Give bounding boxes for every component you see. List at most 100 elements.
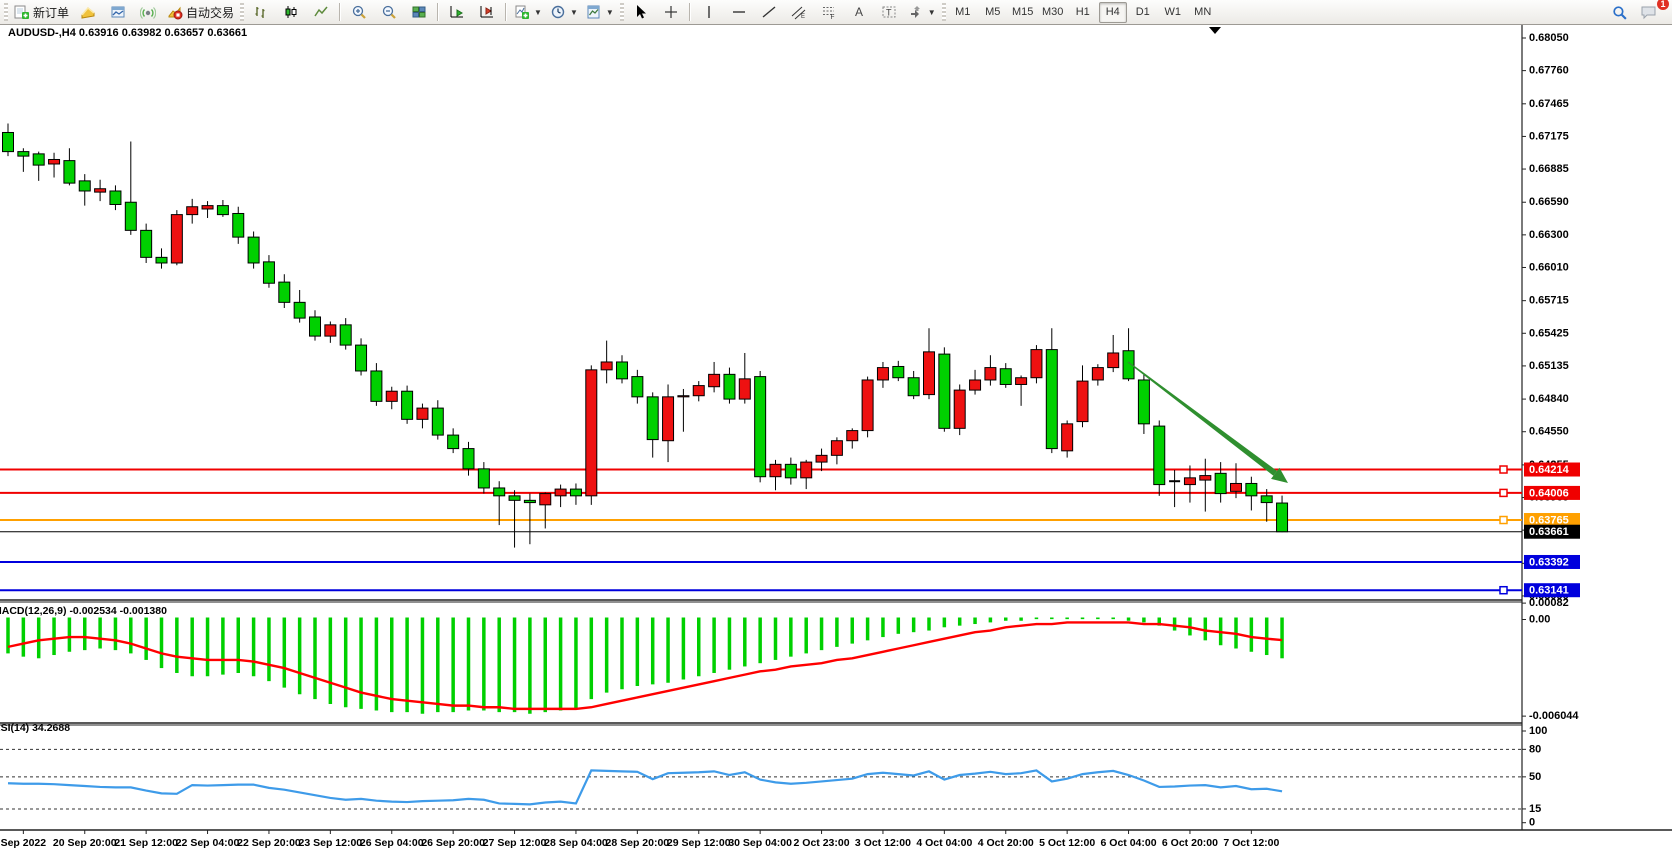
new-order-label: 新订单 — [33, 5, 70, 20]
macd-axis-label: -0.006044 — [1529, 710, 1579, 722]
zoom-out-button[interactable] — [374, 1, 404, 24]
toolbar-grip[interactable] — [619, 3, 624, 21]
trend-arrow-head[interactable] — [1271, 467, 1288, 483]
price-axis-tick-label: 0.67175 — [1529, 130, 1569, 142]
candle-body — [109, 190, 122, 205]
line-drag-handle[interactable] — [1499, 465, 1508, 474]
text-button[interactable]: A — [844, 1, 874, 24]
timeframe-button-h1[interactable]: H1 — [1075, 6, 1090, 18]
candle-body — [708, 373, 721, 388]
timeframe-button-m15[interactable]: M15 — [1012, 6, 1034, 18]
autotrading-button[interactable]: 自动交易 — [163, 1, 238, 24]
toolbar-separator — [688, 3, 691, 21]
candle-body — [554, 488, 567, 497]
indicators-button[interactable]: ▼ — [510, 1, 546, 24]
candle-body — [140, 229, 153, 258]
candle-body — [631, 376, 644, 398]
new-order-button[interactable]: 新订单 — [10, 1, 73, 24]
time-axis-label: 20 Sep 20:00 — [53, 837, 117, 849]
candle-body — [892, 365, 905, 379]
chart-area[interactable]: 0.68050 0.67760 0.67465 0.67175 0.66885 0.665… — [0, 25, 1672, 853]
line-drag-handle[interactable] — [1499, 488, 1508, 498]
zoom-in-button[interactable] — [344, 1, 374, 24]
candle-body — [769, 463, 782, 478]
price-badge — [1524, 554, 1580, 569]
dropdown-caret-icon: ▼ — [534, 7, 542, 17]
candlestick-icon — [285, 6, 297, 18]
timeframe-button-w1[interactable]: W1 — [1164, 6, 1181, 18]
line-drag-handle[interactable] — [1499, 515, 1508, 525]
cursor-button[interactable] — [626, 1, 656, 24]
auto-scroll-button[interactable] — [442, 1, 472, 24]
line-chart-button[interactable] — [306, 1, 336, 24]
chart-shift-marker-icon[interactable] — [1209, 27, 1221, 34]
candle-body — [585, 369, 598, 497]
time-axis-label: 21 Sep 12:00 — [114, 837, 178, 849]
time-axis-label: 2 Oct 23:00 — [794, 837, 850, 849]
candle-body — [876, 367, 889, 381]
time-axis-label: 4 Oct 04:00 — [916, 837, 972, 849]
rsi-axis-label: 80 — [1529, 743, 1541, 755]
zoom-in-icon — [352, 5, 366, 19]
candle-body — [477, 468, 490, 489]
tile-windows-button[interactable] — [404, 1, 434, 24]
candle-body — [784, 463, 797, 479]
signals-button[interactable] — [133, 1, 163, 24]
price-badge-label: 0.64214 — [1529, 464, 1570, 476]
candle-body — [124, 201, 137, 231]
fibonacci-button[interactable]: F — [814, 1, 844, 24]
price-axis-tick-label: 0.64550 — [1529, 426, 1569, 438]
timeframe-button-m5[interactable]: M5 — [985, 6, 1001, 18]
periods-button[interactable]: ▼ — [546, 1, 582, 24]
notifications-button[interactable]: 1 — [1634, 0, 1669, 24]
time-axis-label: 6 Oct 04:00 — [1101, 837, 1157, 849]
timeframe-button-d1[interactable]: D1 — [1135, 6, 1150, 18]
crosshair-button[interactable] — [656, 1, 686, 24]
candle-body — [293, 301, 306, 319]
trendline-icon — [762, 6, 776, 18]
candle-body — [493, 487, 506, 497]
candle-body — [969, 379, 982, 391]
channel-button[interactable]: E — [784, 1, 814, 24]
candle-body — [232, 212, 245, 238]
price-axis-tick-label: 0.67465 — [1529, 98, 1569, 110]
price-badge — [1524, 524, 1580, 539]
notification-badge: 1 — [1657, 0, 1669, 10]
vertical-line-button[interactable] — [694, 1, 724, 24]
timeframe-button-h4[interactable]: H4 — [1098, 1, 1127, 23]
template-icon — [587, 5, 600, 19]
timeframe-button-mn[interactable]: MN — [1194, 6, 1212, 18]
bar-chart-button[interactable] — [246, 1, 276, 24]
time-axis-label: 28 Sep 20:00 — [606, 837, 670, 849]
chart-canvas[interactable]: 0.68050 0.67760 0.67465 0.67175 0.66885 0.665… — [0, 25, 1672, 853]
label-button[interactable]: T — [874, 1, 904, 24]
macd-signal-line — [7, 621, 1283, 711]
search-button[interactable] — [1604, 1, 1634, 24]
timeframe-group: M1 M5 M15 M30 H1 H4 D1 W1 MN — [948, 1, 1218, 23]
templates-button[interactable]: ▼ — [582, 1, 618, 24]
price-axis-tick-label: 0.65135 — [1529, 360, 1569, 372]
signal-icon — [140, 7, 157, 19]
auto-scroll-icon — [450, 6, 464, 18]
shapes-button[interactable]: ▼ — [904, 1, 940, 24]
horizontal-line-button[interactable] — [724, 1, 754, 24]
profiles-button[interactable] — [103, 1, 133, 24]
line-drag-handle[interactable] — [1499, 585, 1508, 595]
price-badge — [1524, 462, 1580, 477]
candle-body — [170, 214, 183, 264]
candlestick-chart-button[interactable] — [276, 1, 306, 24]
time-axis-label: 27 Sep 12:00 — [483, 837, 547, 849]
new-chart-button[interactable] — [73, 1, 103, 24]
timeframe-button-m30[interactable]: M30 — [1042, 6, 1064, 18]
trendline-button[interactable] — [754, 1, 784, 24]
candle-body — [800, 461, 813, 479]
timeframe-button-m1[interactable]: M1 — [955, 6, 971, 18]
toolbar-grip[interactable] — [240, 3, 245, 21]
toolbar-grip[interactable] — [941, 3, 946, 21]
trend-arrow-annotation[interactable] — [1127, 361, 1278, 476]
macd-axis-label: 0.00 — [1529, 614, 1550, 626]
candle-body — [662, 396, 675, 442]
chart-shift-button[interactable] — [472, 1, 502, 24]
candle-body — [401, 390, 414, 420]
toolbar-grip[interactable] — [4, 3, 8, 21]
